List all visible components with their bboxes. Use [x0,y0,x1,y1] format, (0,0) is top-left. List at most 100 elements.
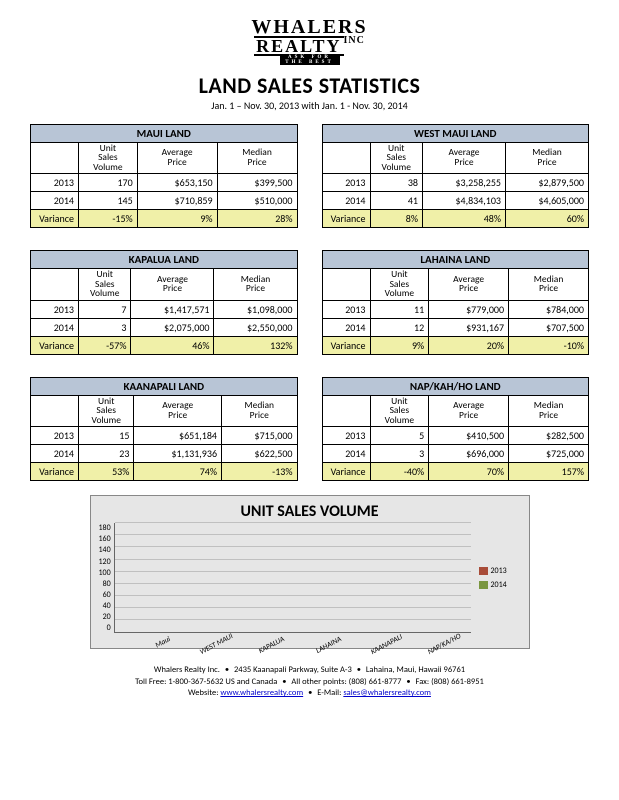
stats-table: KAPALUA LANDUnitSalesVolumeAveragePriceM… [30,250,298,355]
col-unit: UnitSalesVolume [79,269,131,301]
company-logo: WHALERS REALTYINC ASK FOR THE BEST [30,18,589,66]
row-year: 2013 [322,427,370,445]
col-avg: AveragePrice [422,142,505,174]
row-year: 2014 [322,445,370,463]
region-header: LAHAINA LAND [322,251,589,269]
cell-value: $399,500 [217,174,297,192]
footer-line1: Whalers Realty Inc. • 2435 Kaanapali Par… [30,665,589,676]
col-unit: UnitSalesVolume [370,269,429,301]
cell-variance: 157% [509,463,589,481]
footer-city: Lahaina, Maui, Hawaii 96761 [366,665,465,675]
x-tick: NAP/KA/HO [427,635,458,657]
y-tick: 40 [103,601,111,611]
row-year: 2014 [31,445,79,463]
x-tick: LAHAINA [313,635,344,657]
region-header: WEST MAUI LAND [322,124,589,142]
row-variance: Variance [322,463,370,481]
tables-grid: MAUI LANDUnitSalesVolumeAveragePriceMedi… [30,124,589,482]
cell-variance: 53% [79,463,134,481]
row-year: 2013 [322,300,370,318]
gridline [115,571,471,572]
cell-value: 7 [79,300,131,318]
row-year: 2014 [322,318,370,336]
x-tick: KAANAPALI [370,635,401,657]
cell-value: $2,550,000 [214,318,297,336]
gridline [115,559,471,560]
cell-value: $282,500 [509,427,589,445]
y-tick: 180 [99,523,111,533]
row-year: 2013 [31,300,79,318]
col-median: MedianPrice [509,269,589,301]
col-unit: UnitSalesVolume [79,395,134,427]
stats-table: NAP/KAH/HO LANDUnitSalesVolumeAveragePri… [322,377,590,482]
cell-value: $696,000 [429,445,509,463]
footer-address: 2435 Kaanapali Parkway, Suite A-3 [234,665,352,675]
cell-value: 23 [79,445,134,463]
cell-value: 11 [370,300,429,318]
footer-website-link[interactable]: www.whalersrealty.com [220,688,303,698]
stats-table: LAHAINA LANDUnitSalesVolumeAveragePriceM… [322,250,590,355]
y-tick: 20 [103,612,111,622]
cell-value: $4,605,000 [505,192,588,210]
unit-sales-chart: UNIT SALES VOLUME 1801601401201008060402… [90,495,530,649]
footer-phone: All other points: (808) 661-8777 [291,677,401,687]
gridline [115,522,471,523]
legend-item-2013: 2013 [479,566,521,576]
cell-variance: 28% [217,210,297,228]
y-tick: 80 [103,579,111,589]
blank-header [322,142,370,174]
row-variance: Variance [31,210,79,228]
cell-variance: -13% [222,463,297,481]
cell-value: $707,500 [509,318,589,336]
cell-value: $779,000 [429,300,509,318]
row-year: 2013 [31,427,79,445]
legend-swatch-2013 [479,567,488,575]
col-median: MedianPrice [222,395,297,427]
col-unit: UnitSalesVolume [370,395,429,427]
bullet-icon: • [406,677,410,687]
footer-website-label: Website: [188,688,220,698]
blank-header [322,269,370,301]
cell-value: 15 [79,427,134,445]
footer-email-link[interactable]: sales@whalersrealty.com [343,688,431,698]
cell-value: $3,258,255 [422,174,505,192]
bullet-icon: • [282,677,286,687]
cell-variance: 8% [370,210,422,228]
cell-value: $2,879,500 [505,174,588,192]
bullet-icon: • [225,665,229,675]
col-median: MedianPrice [217,142,297,174]
legend-swatch-2014 [479,581,488,589]
row-year: 2014 [322,192,370,210]
y-tick: 60 [103,590,111,600]
x-tick: WEST MAUI [199,635,230,657]
col-unit: UnitSalesVolume [370,142,422,174]
cell-variance: 9% [137,210,217,228]
row-variance: Variance [322,336,370,354]
cell-variance: -40% [370,463,429,481]
cell-value: $784,000 [509,300,589,318]
row-year: 2014 [31,318,79,336]
col-avg: AveragePrice [137,142,217,174]
x-tick: Maui [142,635,173,657]
footer-company: Whalers Realty Inc. [154,665,220,675]
blank-header [322,395,370,427]
stats-table: MAUI LANDUnitSalesVolumeAveragePriceMedi… [30,124,298,229]
region-header: MAUI LAND [31,124,298,142]
bullet-icon: • [357,665,361,675]
col-median: MedianPrice [505,142,588,174]
cell-value: 38 [370,174,422,192]
cell-variance: 9% [370,336,429,354]
y-tick: 140 [99,545,111,555]
col-avg: AveragePrice [429,395,509,427]
cell-value: $622,500 [222,445,297,463]
col-median: MedianPrice [214,269,297,301]
cell-variance: 20% [429,336,509,354]
row-year: 2013 [322,174,370,192]
y-tick: 0 [107,623,111,633]
cell-variance: 46% [131,336,214,354]
col-avg: AveragePrice [131,269,214,301]
row-year: 2013 [31,174,79,192]
cell-variance: -15% [79,210,138,228]
stats-table: KAANAPALI LANDUnitSalesVolumeAveragePric… [30,377,298,482]
col-avg: AveragePrice [429,269,509,301]
